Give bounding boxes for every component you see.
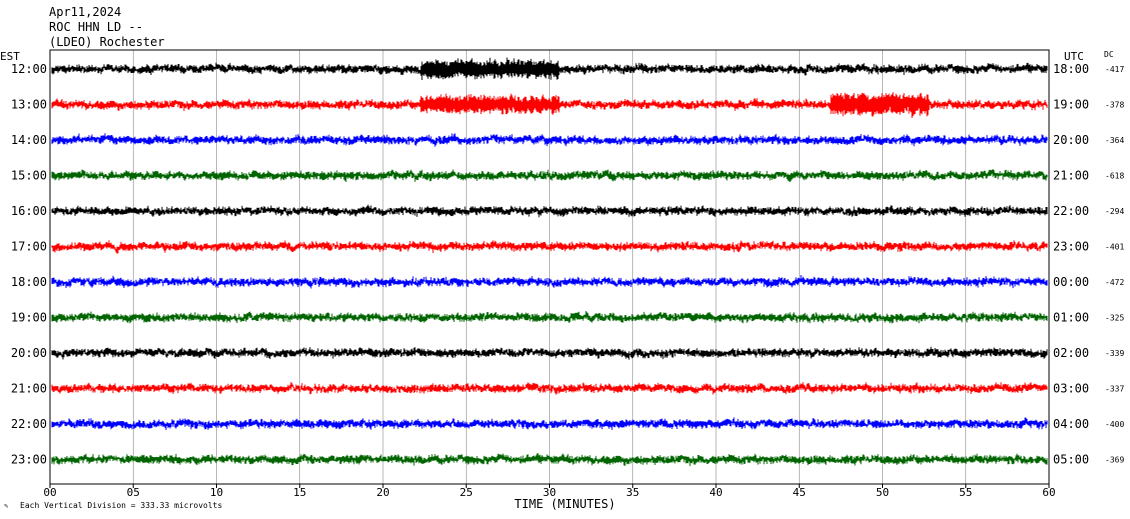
row-labels: 12:00 18:00 -417 13:00 19:00 -378 14:00 20:00 -3… [11, 62, 1125, 467]
dc-value: -364 [1105, 136, 1124, 145]
dc-value: -400 [1105, 420, 1124, 429]
trace-1400 [51, 133, 1048, 147]
date-label: Apr11,2024 [49, 5, 121, 19]
x-tick-label: 40 [709, 486, 722, 499]
left-axis-title: EST [0, 50, 20, 63]
x-tick-label: 15 [293, 486, 306, 499]
grid-lines [49, 50, 1050, 484]
x-axis-title: TIME (MINUTES) [514, 497, 615, 511]
trace-1900 [51, 311, 1048, 324]
x-tick-label: 25 [460, 486, 473, 499]
trace-1300 [51, 92, 1048, 118]
x-tick-label: 60 [1042, 486, 1055, 499]
utc-label: 03:00 [1053, 382, 1089, 396]
trace-1700 [51, 240, 1048, 254]
dc-value: -378 [1105, 101, 1124, 110]
utc-label: 00:00 [1053, 275, 1089, 289]
x-tick-label: 55 [959, 486, 972, 499]
trace-1200 [51, 57, 1048, 80]
trace-2300 [51, 453, 1048, 466]
est-label: 21:00 [11, 382, 47, 396]
utc-label: 19:00 [1053, 98, 1089, 112]
x-tick-label: 30 [543, 486, 556, 499]
est-label: 17:00 [11, 240, 47, 254]
x-tick-label: 00 [43, 486, 56, 499]
station-label: ROC HHN LD -- [49, 20, 143, 34]
header: Apr11,2024 ROC HHN LD -- (LDEO) Rocheste… [49, 5, 165, 49]
dc-value: -337 [1105, 385, 1124, 394]
dc-value: -339 [1105, 349, 1124, 358]
dc-value: -417 [1105, 65, 1124, 74]
trace-2100 [51, 382, 1048, 395]
utc-label: 02:00 [1053, 346, 1089, 360]
est-label: 16:00 [11, 204, 47, 218]
footer-icon: ✎ [4, 502, 8, 510]
location-label: (LDEO) Rochester [49, 35, 165, 49]
trace-1600 [51, 204, 1048, 218]
x-tick-label: 05 [127, 486, 140, 499]
dc-value: -294 [1105, 207, 1124, 216]
utc-label: 23:00 [1053, 240, 1089, 254]
x-tick-label: 20 [376, 486, 389, 499]
est-label: 23:00 [11, 453, 47, 467]
x-axis: 00 05 10 15 20 25 30 35 40 45 50 55 60 [43, 484, 1056, 499]
trace-1800 [51, 275, 1048, 289]
x-tick-label: 45 [793, 486, 806, 499]
utc-label: 05:00 [1053, 453, 1089, 467]
est-label: 12:00 [11, 62, 47, 76]
dc-value: -472 [1105, 278, 1124, 287]
est-label: 15:00 [11, 169, 47, 183]
utc-label: 22:00 [1053, 204, 1089, 218]
est-label: 18:00 [11, 275, 47, 289]
est-label: 22:00 [11, 417, 47, 431]
dc-title: DC [1104, 50, 1114, 59]
trace-1500 [51, 169, 1048, 183]
utc-label: 18:00 [1053, 62, 1089, 76]
est-label: 19:00 [11, 311, 47, 325]
dc-value: -618 [1105, 172, 1124, 181]
est-label: 13:00 [11, 98, 47, 112]
est-label: 14:00 [11, 133, 47, 147]
utc-label: 04:00 [1053, 417, 1089, 431]
x-tick-label: 10 [210, 486, 223, 499]
utc-label: 01:00 [1053, 311, 1089, 325]
x-tick-label: 35 [626, 486, 639, 499]
utc-label: 21:00 [1053, 169, 1089, 183]
dc-value: -369 [1105, 456, 1124, 465]
right-axis-title: UTC [1064, 50, 1084, 63]
trace-group [51, 57, 1048, 466]
est-label: 20:00 [11, 346, 47, 360]
trace-2000 [51, 346, 1048, 360]
footer-note: Each Vertical Division = 333.33 microvol… [20, 501, 222, 510]
utc-label: 20:00 [1053, 133, 1089, 147]
dc-value: -401 [1105, 243, 1124, 252]
x-tick-label: 50 [876, 486, 889, 499]
trace-2200 [51, 417, 1048, 430]
dc-value: -325 [1105, 314, 1124, 323]
